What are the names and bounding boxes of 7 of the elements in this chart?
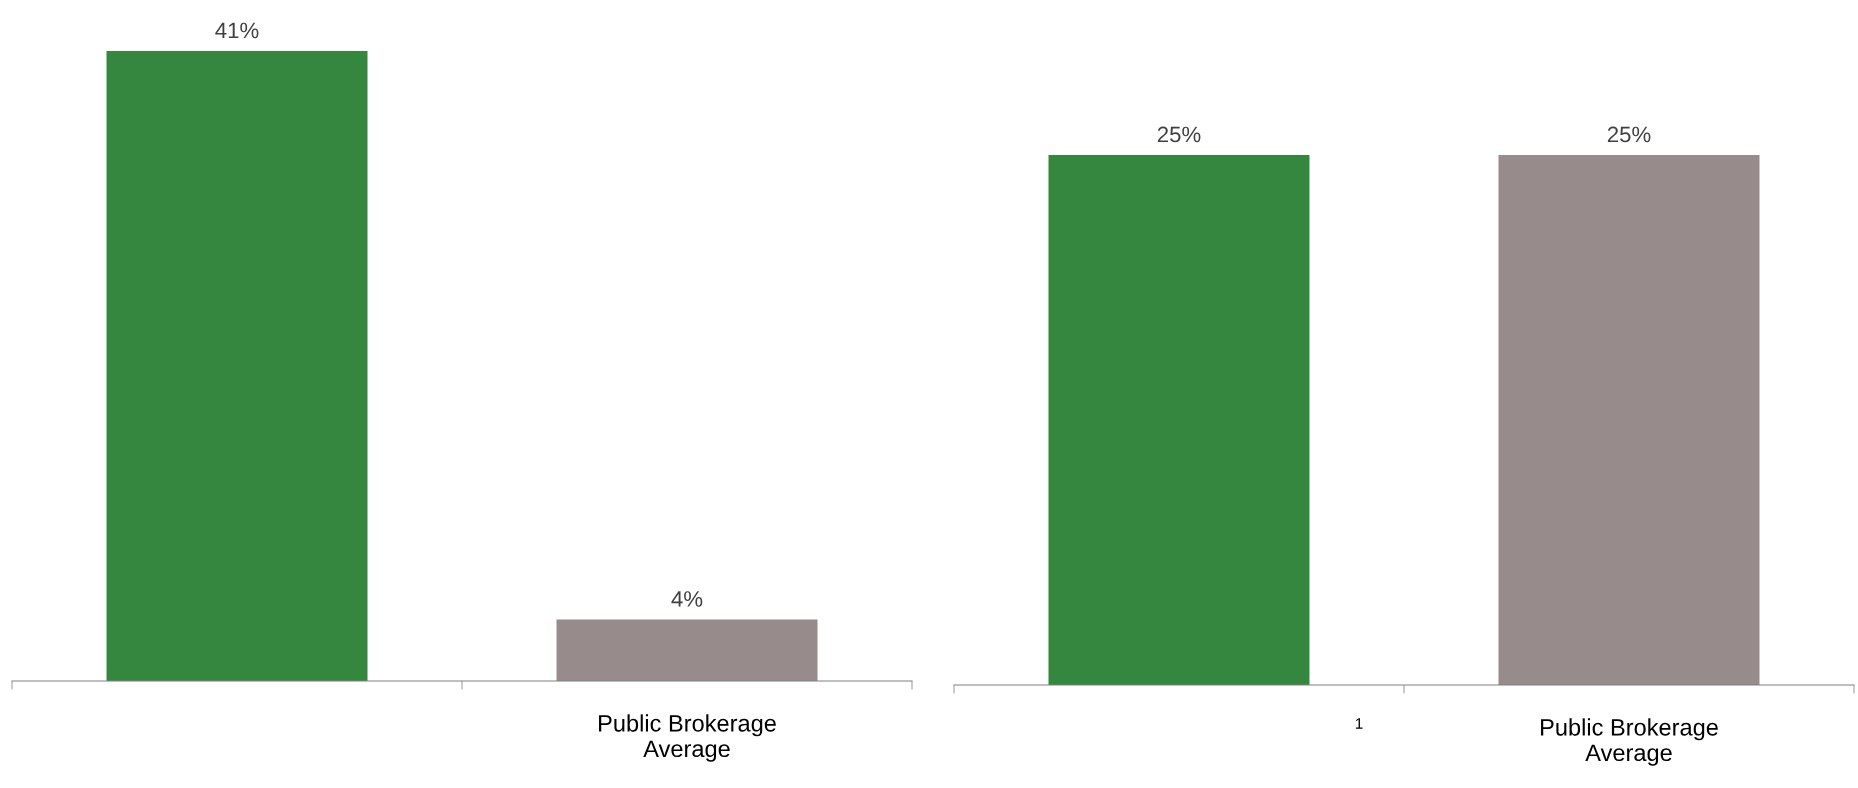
data-label: 4% [671, 591, 703, 607]
data-label: 25% [1607, 126, 1651, 143]
text: 1 [1355, 718, 1363, 729]
x-tick-label: Public Brokerage Average [1541, 718, 1718, 766]
data-label: 25% [1157, 126, 1201, 143]
x-tick-label: Public Brokerage Average [599, 714, 776, 762]
data-label: 41% [215, 22, 259, 39]
